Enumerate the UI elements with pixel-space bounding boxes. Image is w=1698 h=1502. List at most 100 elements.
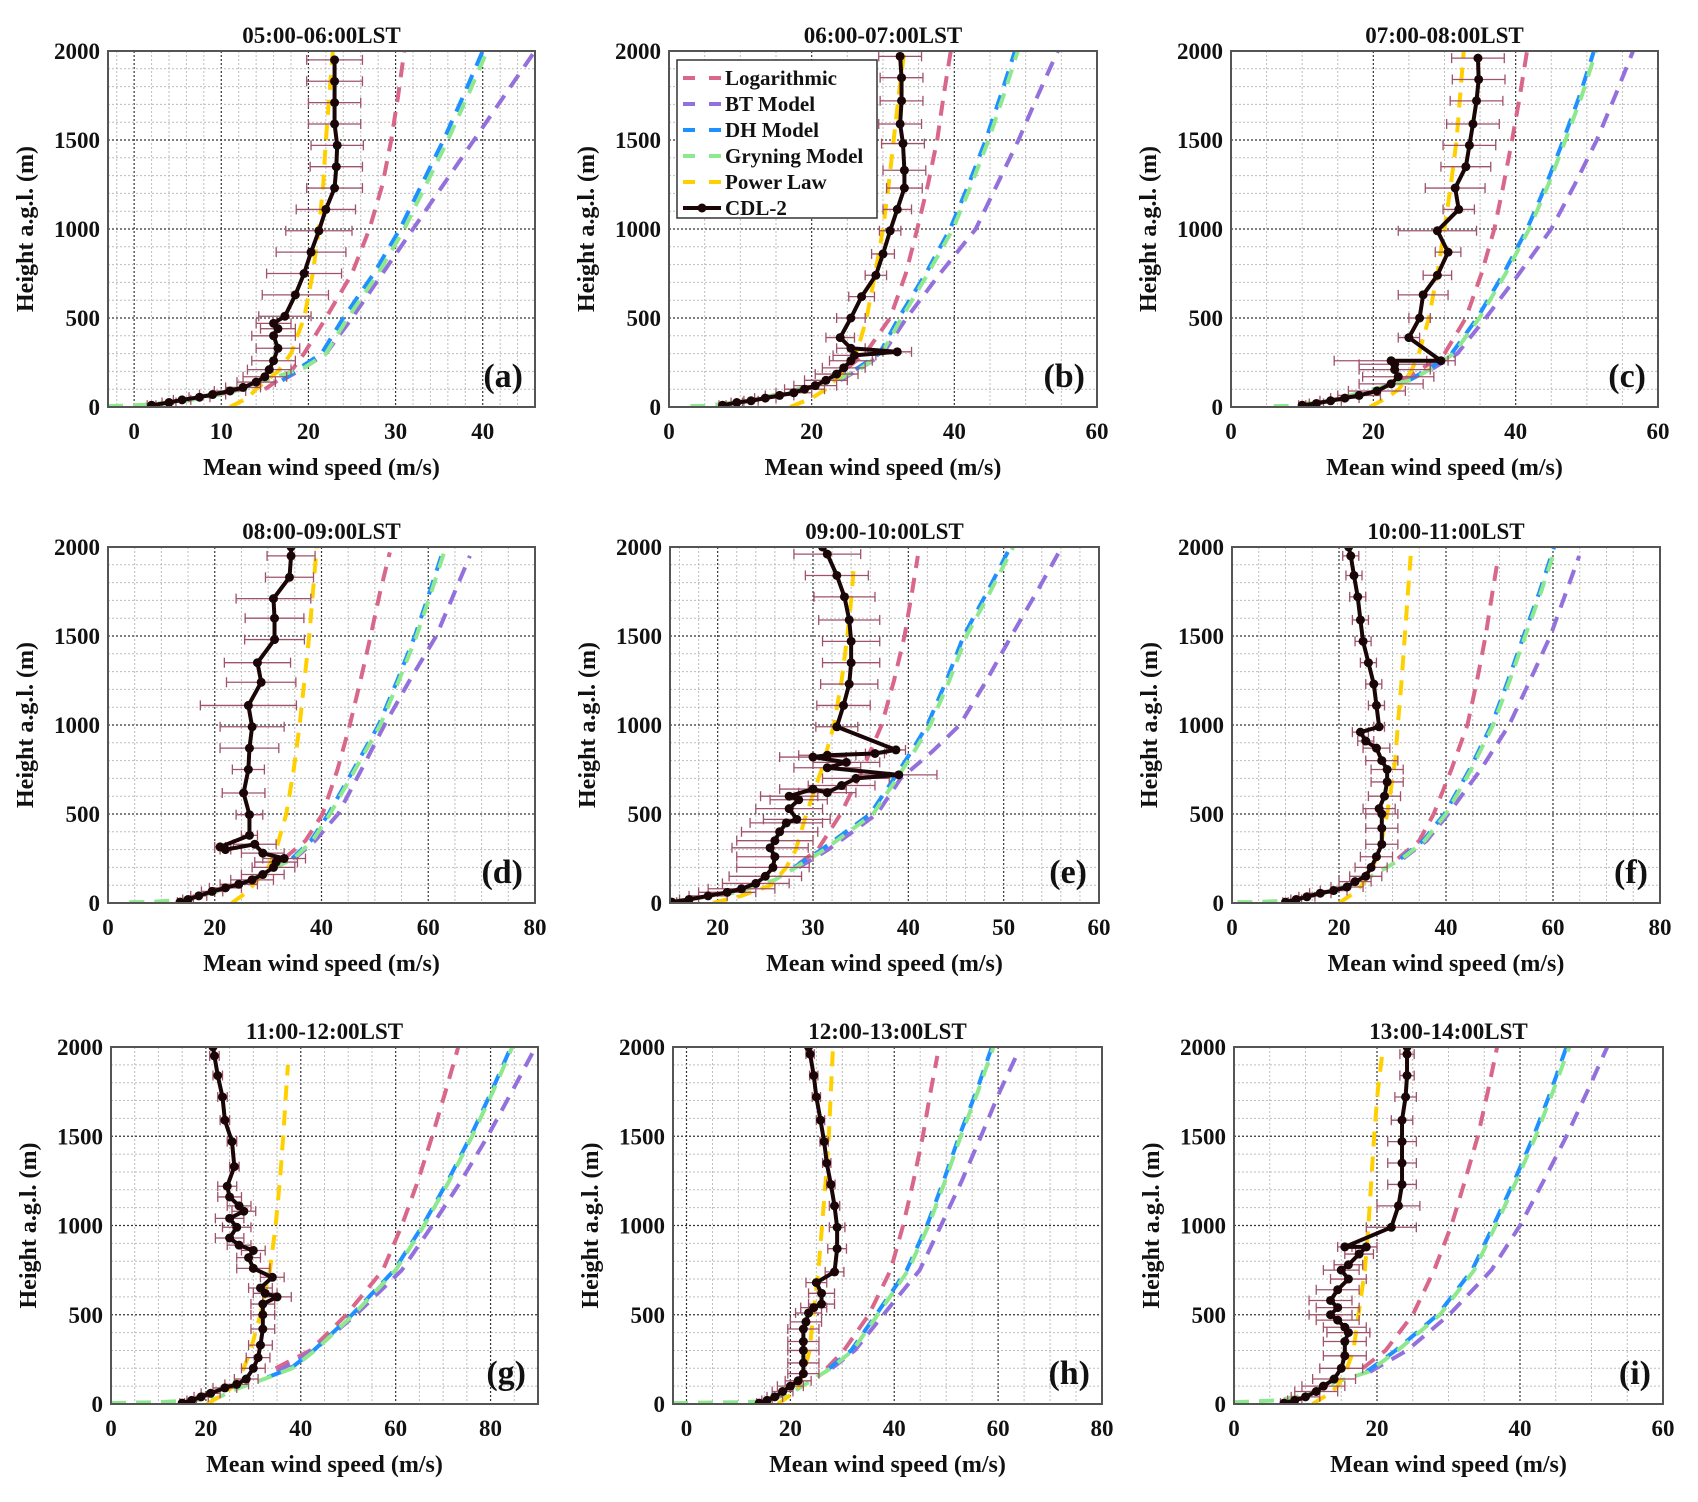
cdl-data-point xyxy=(832,722,842,732)
series-gry-line xyxy=(111,1047,515,1404)
cdl-data-point xyxy=(269,318,279,328)
cdl-data-point xyxy=(206,1388,216,1398)
cdl-data-point xyxy=(1450,183,1460,193)
y-tick-label: 1500 xyxy=(1180,1124,1226,1149)
y-tick-label: 1500 xyxy=(1177,128,1223,153)
cdl-data-point xyxy=(808,752,818,762)
cdl-data-point xyxy=(1311,1387,1321,1397)
series-gry-line xyxy=(1234,1047,1572,1404)
cdl-data-point xyxy=(306,247,316,257)
cdl-data-point xyxy=(1415,313,1425,323)
cdl-data-point xyxy=(215,842,225,852)
cdl-data-point xyxy=(330,55,340,65)
cdl-data-point xyxy=(1468,119,1478,129)
cdl-data-point xyxy=(248,1363,258,1373)
x-tick-label: 40 xyxy=(1504,419,1527,444)
y-tick-label: 2000 xyxy=(615,39,661,64)
cdl-data-point xyxy=(830,1201,840,1211)
cdl-data-point xyxy=(290,290,300,300)
y-tick-label: 2000 xyxy=(57,1035,103,1060)
axes-frame xyxy=(110,1046,539,1405)
cdl-data-point xyxy=(258,1310,268,1320)
x-tick-label: 40 xyxy=(883,1416,906,1441)
x-tick-label: 20 xyxy=(1366,1416,1389,1441)
subplot-i: 0 20 40 60 0 500 1000 1500 2000 13:00-14:00LST Mea… xyxy=(1139,1019,1675,1478)
cdl-data-point xyxy=(846,343,856,353)
y-tick-label: 1000 xyxy=(57,1214,103,1239)
series-gry-line xyxy=(1237,547,1558,903)
y-tick-label: 1500 xyxy=(619,1124,665,1149)
x-tick-label: 80 xyxy=(524,915,547,940)
cdl-data-point xyxy=(1358,636,1368,646)
cdl-data-point xyxy=(1279,1398,1289,1404)
y-tick-label: 1000 xyxy=(616,713,662,738)
cdl-data-point xyxy=(808,784,818,794)
cdl-data-point xyxy=(1402,1071,1412,1081)
cdl-data-point xyxy=(1302,892,1312,902)
cdl-data-point xyxy=(846,636,856,646)
cdl-data-point xyxy=(175,897,185,903)
cdl-data-point xyxy=(255,1283,265,1293)
cdl-data-point xyxy=(1329,886,1339,896)
cdl-data-point xyxy=(897,73,907,83)
cdl-data-point xyxy=(1401,1092,1411,1102)
cdl-data-point xyxy=(250,839,260,849)
cdl-data-point xyxy=(244,810,254,820)
cdl-data-point xyxy=(258,870,268,880)
y-tick-label: 2000 xyxy=(54,39,100,64)
x-tick-label: 20 xyxy=(800,419,823,444)
cdl-data-point xyxy=(195,392,204,402)
cdl-data-point xyxy=(1397,1158,1407,1168)
cdl-data-point xyxy=(1290,1395,1300,1404)
cdl-data-point xyxy=(798,1337,808,1347)
cdl-data-point xyxy=(208,390,218,400)
cdl-data-point xyxy=(818,547,828,552)
cdl-data-point xyxy=(811,1092,821,1102)
cdl-data-point xyxy=(1333,1315,1343,1325)
cdl-data-point xyxy=(1374,804,1384,814)
cdl-data-point xyxy=(1366,862,1376,872)
cdl-data-point xyxy=(273,343,283,353)
cdl-data-point xyxy=(1379,791,1389,801)
cdl-data-point xyxy=(232,1379,242,1389)
cdl-data-point xyxy=(1393,372,1403,382)
series-log-line xyxy=(825,1055,940,1370)
y-tick-label: 2000 xyxy=(616,535,662,560)
x-tick-label: 0 xyxy=(1226,915,1238,940)
y-tick-label: 500 xyxy=(1189,306,1224,331)
cdl-data-point xyxy=(1340,1337,1350,1347)
x-tick-label: 60 xyxy=(987,1416,1010,1441)
x-tick-label: 60 xyxy=(1088,915,1111,940)
cdl-data-point xyxy=(871,270,881,280)
cdl-data-point xyxy=(899,165,909,175)
cdl-data-point xyxy=(1432,226,1442,236)
cdl-data-point xyxy=(822,1158,832,1168)
series-log-line xyxy=(1396,555,1501,861)
subplot-e: 20 30 40 50 60 0 500 1000 1500 2000 09:00-10:00LST… xyxy=(575,519,1111,977)
series-dh-line xyxy=(281,51,485,382)
cdl-data-point xyxy=(260,372,270,382)
cdl-data-point xyxy=(857,292,867,302)
cdl-data-point xyxy=(895,119,905,129)
cdl-data-point xyxy=(1371,852,1381,862)
cdl-data-point xyxy=(225,386,235,396)
cdl-data-point xyxy=(892,204,902,214)
cdl-data-point xyxy=(768,862,778,872)
cdl-data-point xyxy=(846,658,856,668)
cdl-data-point xyxy=(821,375,831,385)
cdl-data-point xyxy=(244,830,254,840)
series-group xyxy=(1234,1047,1610,1404)
cdl-data-point xyxy=(760,393,770,403)
cdl-data-point xyxy=(279,854,289,863)
cdl-data-point xyxy=(1349,570,1359,580)
y-tick-label: 1000 xyxy=(1178,713,1224,738)
subplot-f: 0 20 40 60 80 0 500 1000 1500 2000 10:00-11:00LST M… xyxy=(1137,519,1672,977)
cdl-data-point xyxy=(1393,1201,1403,1211)
cdl-data-point xyxy=(784,804,794,814)
cdl-data-point xyxy=(775,390,785,400)
x-tick-label: 60 xyxy=(1542,915,1565,940)
x-axis-label: Mean wind speed (m/s) xyxy=(206,1452,443,1478)
x-tick-label: 40 xyxy=(289,1416,312,1441)
cdl-data-point xyxy=(220,883,230,893)
cdl-data-point xyxy=(194,891,204,901)
